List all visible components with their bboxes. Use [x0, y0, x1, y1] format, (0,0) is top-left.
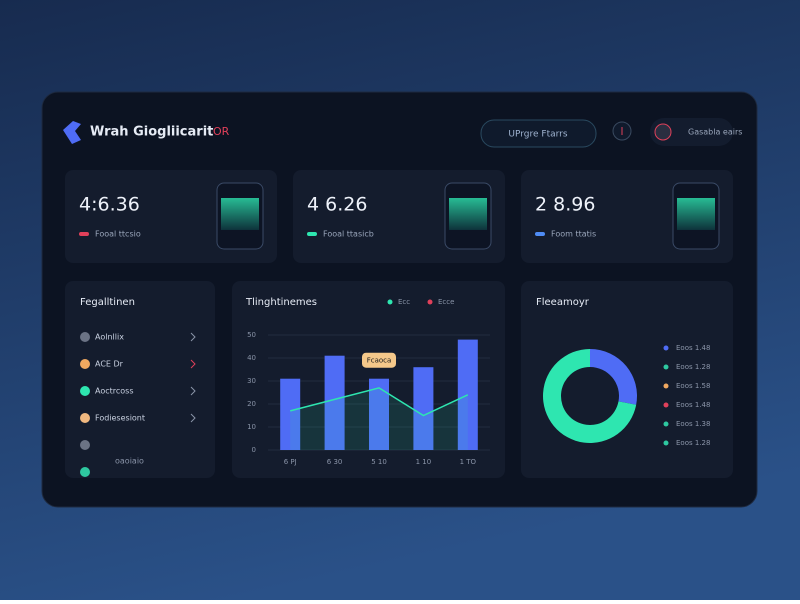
avatar — [654, 123, 672, 141]
list-dot — [80, 413, 90, 423]
legend-label: Ecc — [398, 298, 410, 306]
list-dot — [80, 359, 90, 369]
legend-label: Eoos 1.38 — [676, 420, 710, 428]
stat-value: 2 8.96 — [535, 194, 595, 216]
x-tick-label: 1 TO — [460, 458, 477, 466]
stat-value: 4 6.26 — [307, 194, 367, 216]
legend-dot — [387, 299, 393, 305]
list-title: Fegalltinen — [80, 297, 135, 308]
legend-label: Eoos 1.48 — [676, 344, 710, 352]
search-box[interactable] — [480, 119, 597, 148]
device-screen — [677, 198, 715, 230]
x-tick-label: 5 10 — [371, 458, 387, 466]
list-label: oaoiaio — [115, 457, 144, 466]
legend-dot — [663, 345, 669, 351]
x-tick-label: 1 10 — [416, 458, 432, 466]
list-label: Aoctrcoss — [95, 387, 134, 396]
stat-label: Foom ttatis — [551, 230, 596, 239]
chevron[interactable] — [190, 413, 196, 423]
legend-label: Ecce — [438, 298, 454, 306]
chevron[interactable] — [190, 386, 196, 396]
chevron[interactable] — [190, 359, 196, 369]
app-title: Wrah Giogliicarit — [90, 125, 213, 140]
x-tick-label: 6 PJ — [284, 458, 297, 466]
legend-dot — [427, 299, 433, 305]
chevron[interactable] — [190, 332, 196, 342]
list-dot — [80, 386, 90, 396]
y-tick-label: 50 — [247, 331, 256, 339]
logo — [63, 121, 81, 144]
badge: OR — [213, 125, 230, 138]
device-screen — [449, 198, 487, 230]
list-card — [65, 281, 215, 478]
donut-segment — [542, 348, 637, 443]
legend-label: Eoos 1.28 — [676, 363, 710, 371]
line — [290, 387, 469, 417]
stat-label: Fooal ttcsio — [95, 230, 141, 239]
list-label: Aolnllix — [95, 333, 124, 342]
legend-label: Eoos 1.48 — [676, 401, 710, 409]
bar — [413, 367, 434, 450]
legend-dot — [663, 402, 669, 408]
bar — [324, 355, 345, 450]
legend-dot — [663, 421, 669, 427]
list-label: ACE Dr — [95, 360, 124, 369]
user-name: Gasabla eairs — [688, 128, 742, 137]
stat-marker — [79, 232, 89, 236]
y-tick-label: 0 — [252, 446, 256, 454]
trend-card — [232, 281, 505, 478]
y-tick-label: 20 — [247, 400, 256, 408]
y-tick-label: 10 — [247, 423, 256, 431]
y-tick-label: 30 — [247, 377, 256, 385]
stat-marker — [535, 232, 545, 236]
breakdown-title: Fleeamoyr — [536, 297, 590, 308]
legend-label: Eoos 1.58 — [676, 382, 710, 390]
user-pill[interactable] — [650, 118, 733, 146]
y-tick-label: 40 — [247, 354, 256, 362]
stat-label: Fooal ttasicb — [323, 230, 374, 239]
tooltip-text: Fcaoca — [367, 357, 392, 365]
legend-label: Eoos 1.28 — [676, 439, 710, 447]
legend-dot — [663, 440, 669, 446]
tooltip — [362, 352, 396, 368]
line-area — [290, 387, 468, 450]
stat-value: 4:6.36 — [79, 194, 140, 216]
list-dot — [80, 332, 90, 342]
x-tick-label: 6 30 — [327, 458, 343, 466]
legend-dot — [663, 364, 669, 370]
bar — [369, 378, 389, 450]
stat-marker — [307, 232, 317, 236]
list-label: Fodiesesiont — [95, 414, 145, 423]
trend-title: Tlinghtinemes — [245, 297, 317, 308]
bar — [280, 378, 301, 450]
search-text: UPrgre Ftarrs — [508, 130, 567, 140]
donut-segment — [590, 349, 637, 405]
list-dot — [80, 440, 90, 450]
list-dot — [80, 467, 90, 477]
legend-dot — [663, 383, 669, 389]
device-screen — [221, 198, 259, 230]
